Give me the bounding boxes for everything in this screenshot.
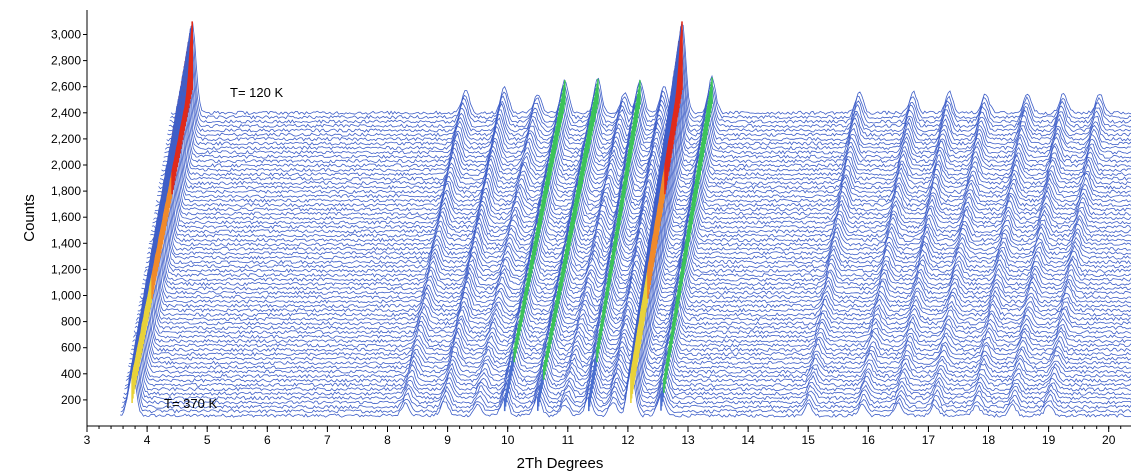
x-tick-label: 4 — [144, 433, 151, 447]
series-line — [148, 175, 1131, 252]
series-line — [151, 151, 1131, 230]
y-tick-label: 400 — [61, 367, 81, 381]
x-tick-label: 17 — [922, 433, 936, 447]
series-line — [145, 191, 1131, 265]
series-line — [141, 219, 1131, 291]
series-line — [165, 56, 1131, 146]
series-line — [162, 76, 1131, 164]
axes: 200 400 600 800 1,000 1,200 1,400 1,600 1,800 2,0… — [21, 10, 1131, 472]
series-line — [154, 130, 1131, 212]
x-tick-label: 8 — [384, 433, 391, 447]
series-line — [128, 305, 1131, 366]
x-tick-label: 7 — [324, 433, 331, 447]
annotation-top: T= 120 K — [230, 85, 283, 100]
series-line — [131, 285, 1131, 348]
x-tick-label: 11 — [562, 433, 575, 447]
y-tick-label: 2,600 — [51, 80, 81, 94]
series-line — [155, 124, 1131, 208]
series-line — [145, 195, 1131, 269]
series-line — [152, 145, 1131, 225]
x-tick-label: 12 — [621, 433, 635, 447]
x-tick-label: 18 — [982, 433, 996, 447]
x-tick-label: 14 — [741, 433, 755, 447]
x-tick-label: 5 — [204, 433, 211, 447]
series-line — [131, 289, 1131, 353]
y-tick-label: 1,600 — [51, 210, 81, 224]
x-tick-label: 13 — [681, 433, 695, 447]
series-line — [140, 225, 1131, 295]
series-line — [164, 60, 1131, 151]
series-line — [160, 91, 1131, 177]
x-tick-label: 6 — [264, 433, 271, 447]
series-line — [138, 239, 1131, 309]
x-tick-label: 19 — [1042, 433, 1056, 447]
series-line — [169, 32, 1131, 124]
series-line — [149, 164, 1131, 243]
x-tick-label: 3 — [84, 433, 91, 447]
series-line — [146, 186, 1131, 260]
series-line — [150, 161, 1131, 239]
y-tick-label: 2,200 — [51, 132, 81, 146]
series-line — [148, 172, 1131, 247]
y-tick-label: 800 — [61, 315, 81, 329]
series-line — [168, 40, 1131, 133]
series-line — [156, 116, 1131, 199]
series-line — [143, 204, 1131, 278]
series-line — [154, 136, 1131, 216]
y-axis-title: Counts — [21, 194, 38, 242]
y-tick-label: 2,800 — [51, 54, 81, 68]
y-tick-label: 1,000 — [51, 289, 81, 303]
series-line — [139, 229, 1131, 300]
series-traces — [120, 21, 1131, 418]
x-tick-label: 20 — [1102, 433, 1116, 447]
series-line — [135, 259, 1131, 326]
y-tick-label: 200 — [61, 393, 81, 407]
series-line — [167, 45, 1131, 137]
series-line — [161, 85, 1131, 173]
annotation-bottom: T= 370 K — [164, 396, 217, 411]
x-axis-title: 2Th Degrees — [517, 455, 604, 472]
x-tick-label: 15 — [802, 433, 816, 447]
series-line — [133, 274, 1131, 339]
x-tick-label: 10 — [501, 433, 515, 447]
series-line — [166, 51, 1131, 142]
series-line — [159, 101, 1131, 186]
series-line — [134, 265, 1131, 331]
series-line — [147, 180, 1131, 256]
y-tick-label: 2,000 — [51, 158, 81, 172]
series-line — [136, 248, 1131, 317]
series-line — [144, 198, 1131, 274]
series-line — [168, 37, 1131, 129]
y-tick-label: 1,400 — [51, 236, 81, 250]
y-tick-label: 3,000 — [51, 28, 81, 42]
series-line — [142, 209, 1131, 282]
y-tick-label: 1,200 — [51, 262, 81, 276]
annotations: T= 120 K T= 370 K — [164, 85, 283, 411]
series-line — [139, 235, 1131, 304]
y-tick-label: 1,800 — [51, 184, 81, 198]
series-line — [170, 26, 1131, 120]
series-line — [132, 279, 1131, 344]
series-line — [130, 293, 1131, 357]
series-line — [133, 270, 1131, 335]
series-line — [137, 245, 1131, 313]
x-tick-label: 9 — [444, 433, 451, 447]
y-tick-label: 600 — [61, 341, 81, 355]
series-line — [135, 254, 1131, 322]
x-tick-label: 16 — [862, 433, 876, 447]
series-line — [151, 155, 1131, 234]
series-line — [127, 313, 1131, 374]
series-line — [153, 142, 1131, 221]
series-line — [170, 22, 1131, 116]
series-line — [142, 214, 1131, 287]
y-tick-label: 2,400 — [51, 106, 81, 120]
